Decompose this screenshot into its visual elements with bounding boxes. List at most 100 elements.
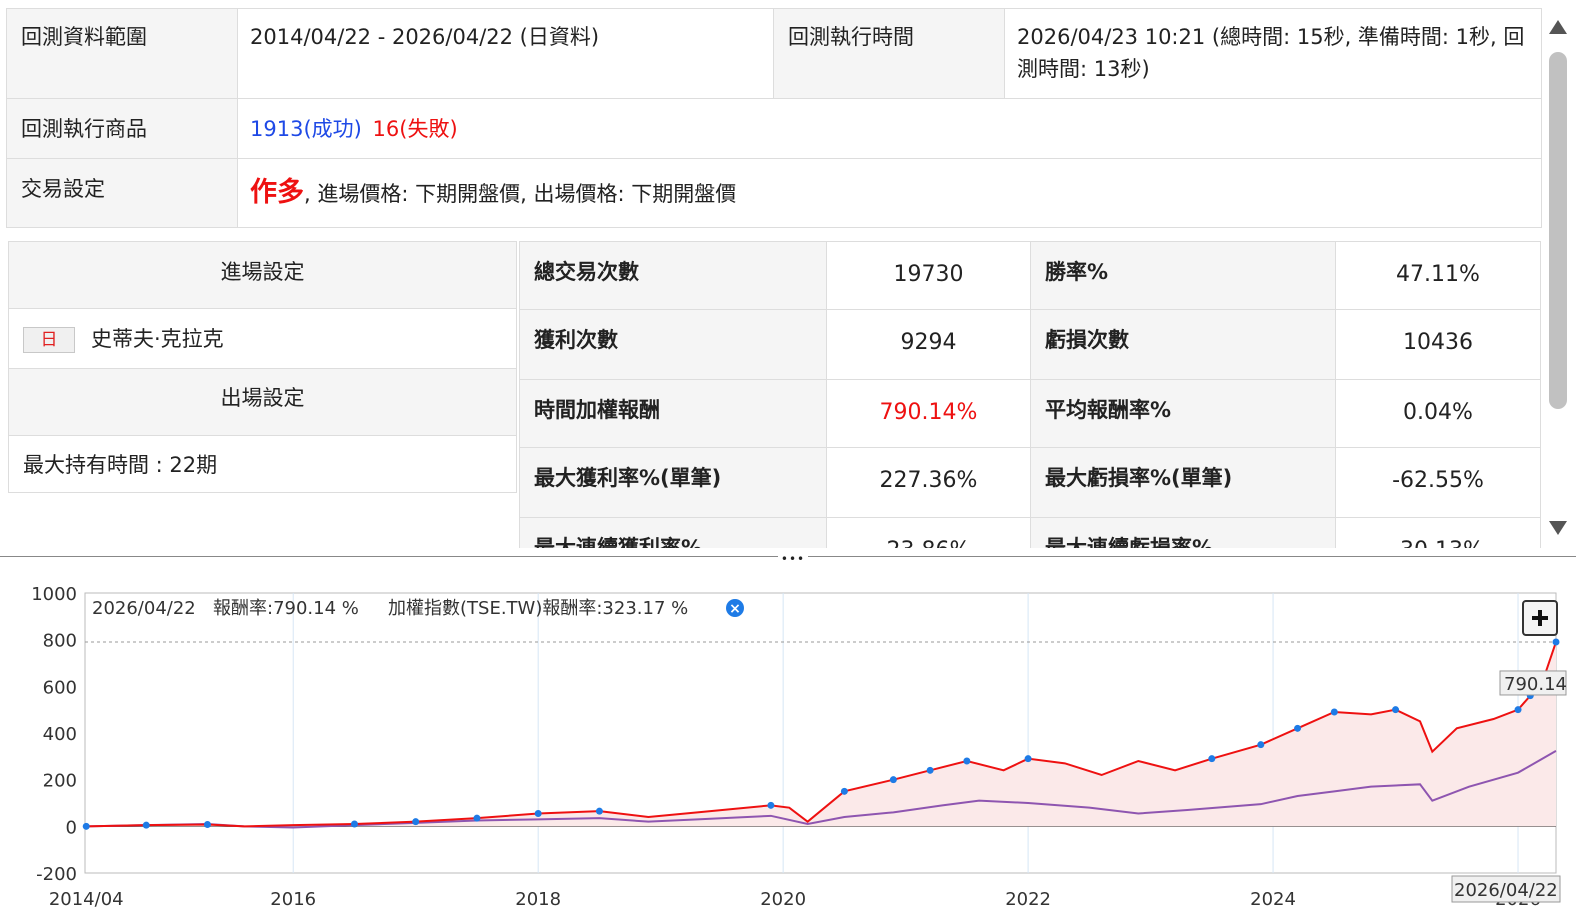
last-value-box [1499, 670, 1567, 696]
y-tick-label: -200 [36, 864, 77, 885]
stat-value-text: 790.14% [879, 400, 978, 425]
stat-label: 虧損次數 [1030, 309, 1336, 380]
stat-label-text: 獲利次數 [534, 328, 618, 352]
new-high-marker [840, 787, 848, 795]
stat-value: 19730 [826, 241, 1031, 310]
stat-value-text: -30.13% [1392, 538, 1484, 548]
stat-value-text: 47.11% [1396, 262, 1480, 287]
last-value-label: 790.14 [1504, 674, 1567, 695]
exec-time-label-cell: 回測執行時間 [773, 8, 1005, 99]
stat-value: 23.86% [826, 517, 1031, 548]
exec-time-label: 回測執行時間 [788, 25, 914, 49]
new-high-marker [1294, 724, 1302, 732]
products-success-link[interactable]: 1913(成功) [250, 117, 362, 141]
new-high-marker [473, 814, 481, 822]
trade-direction: 作多 [250, 177, 304, 208]
new-high-marker [1514, 706, 1522, 714]
exec-time-value: 2026/04/23 10:21 (總時間: 15秒, 準備時間: 1秒, 回測… [1017, 25, 1525, 81]
y-tick-label: 800 [43, 631, 77, 652]
x-tick-label: 2022 [1005, 889, 1051, 910]
new-high-marker [412, 818, 420, 826]
entry-settings-header: 進場設定 [8, 241, 517, 309]
entry-strategy-name[interactable]: 史蒂夫·克拉克 [91, 327, 224, 351]
stat-label: 時間加權報酬 [519, 379, 827, 448]
new-high-marker [1208, 755, 1216, 763]
new-high-marker [1257, 741, 1265, 749]
scroll-up-icon[interactable] [1549, 20, 1567, 34]
scrollbar-thumb[interactable] [1549, 52, 1567, 409]
return-chart[interactable]: 2014/04201620182020202220242026100080060… [0, 560, 1576, 917]
range-label-cell: 回測資料範圍 [6, 8, 238, 99]
trade-prices: , 進場價格: 下期開盤價, 出場價格: 下期開盤價 [304, 182, 737, 206]
stat-label: 平均報酬率% [1030, 379, 1336, 448]
stat-value-text: 23.86% [887, 538, 971, 548]
strategy-series-line [86, 641, 1557, 828]
stat-value: 10436 [1335, 309, 1541, 380]
trade-value-cell: 作多, 進場價格: 下期開盤價, 出場價格: 下期開盤價 [237, 158, 1542, 228]
stat-label-text: 平均報酬率% [1045, 398, 1172, 422]
legend-close-icon[interactable] [726, 599, 744, 617]
stat-value-text: 19730 [893, 262, 964, 287]
exit-rule: 最大持有時間 : 22期 [23, 453, 218, 477]
range-label: 回測資料範圍 [21, 25, 147, 49]
exec-time-value-cell: 2026/04/23 10:21 (總時間: 15秒, 準備時間: 1秒, 回測… [1004, 8, 1542, 99]
scroll-down-icon[interactable] [1549, 521, 1567, 535]
new-high-marker [534, 810, 542, 817]
products-label-cell: 回測執行商品 [6, 98, 238, 159]
products-fail-link[interactable]: 16(失敗) [372, 117, 458, 141]
y-tick-label: 600 [43, 677, 77, 698]
legend-date: 2026/04/22 [92, 598, 196, 619]
entry-strategy-row: 日 史蒂夫·克拉克 [8, 308, 517, 369]
stat-label-text: 最大連續虧損率% [1045, 536, 1214, 548]
stat-label: 獲利次數 [519, 309, 827, 380]
new-high-marker [926, 766, 934, 774]
stat-value: 227.36% [826, 447, 1031, 518]
x-tick-label: 2024 [1250, 889, 1296, 910]
new-high-marker [1024, 755, 1032, 763]
last-date-label: 2026/04/22 [1454, 880, 1558, 901]
last-date-box [1451, 875, 1561, 903]
range-value-cell: 2014/04/22 - 2026/04/22 (日資料) [237, 8, 774, 99]
stat-value-text: -62.55% [1392, 468, 1484, 493]
stat-value-text: 9294 [900, 330, 957, 355]
range-value: 2014/04/22 - 2026/04/22 (日資料) [250, 25, 600, 49]
x-tick-label: 2014/04 [49, 889, 124, 910]
exit-settings-title: 出場設定 [220, 386, 305, 410]
stat-label-text: 時間加權報酬 [534, 398, 660, 422]
y-tick-label: 200 [43, 771, 77, 792]
y-tick-label: 1000 [31, 584, 77, 605]
new-high-marker [142, 821, 150, 829]
new-high-marker [889, 776, 897, 784]
x-tick-label: 2020 [760, 889, 806, 910]
new-high-marker [350, 820, 358, 828]
stat-label: 最大獲利率%(單筆) [519, 447, 827, 518]
stat-value: -30.13% [1335, 517, 1541, 548]
legend-index: 加權指數(TSE.TW)報酬率:323.17 % [388, 598, 688, 619]
stat-label: 最大連續獲利率% [519, 517, 827, 548]
splitter-handle-icon[interactable]: ••• [778, 552, 808, 566]
stat-label-text: 虧損次數 [1045, 328, 1129, 352]
exit-rule-row: 最大持有時間 : 22期 [8, 435, 517, 493]
stat-value: 0.04% [1335, 379, 1541, 448]
stat-label-text: 勝率% [1045, 260, 1109, 284]
y-tick-label: 400 [43, 724, 77, 745]
legend-return: 報酬率:790.14 % [213, 598, 359, 619]
stat-label: 最大虧損率%(單筆) [1030, 447, 1336, 518]
stat-label-text: 總交易次數 [534, 260, 639, 284]
trade-label-cell: 交易設定 [6, 158, 238, 228]
strategy-area [86, 641, 1556, 827]
products-value-cell: 1913(成功) 16(失敗) [237, 98, 1542, 159]
stat-value-text: 227.36% [879, 468, 978, 493]
stat-label: 最大連續虧損率% [1030, 517, 1336, 548]
products-label: 回測執行商品 [21, 117, 147, 141]
entry-frequency-badge: 日 [23, 327, 75, 353]
stat-label-text: 最大獲利率%(單筆) [534, 466, 722, 490]
stat-value: 9294 [826, 309, 1031, 380]
exit-settings-header: 出場設定 [8, 368, 517, 436]
legend-close-glyph: × [729, 601, 741, 617]
stat-label: 勝率% [1030, 241, 1336, 310]
new-high-marker [595, 807, 603, 815]
stat-value: 47.11% [1335, 241, 1541, 310]
stat-value-text: 10436 [1403, 330, 1473, 355]
new-high-marker [203, 820, 211, 828]
